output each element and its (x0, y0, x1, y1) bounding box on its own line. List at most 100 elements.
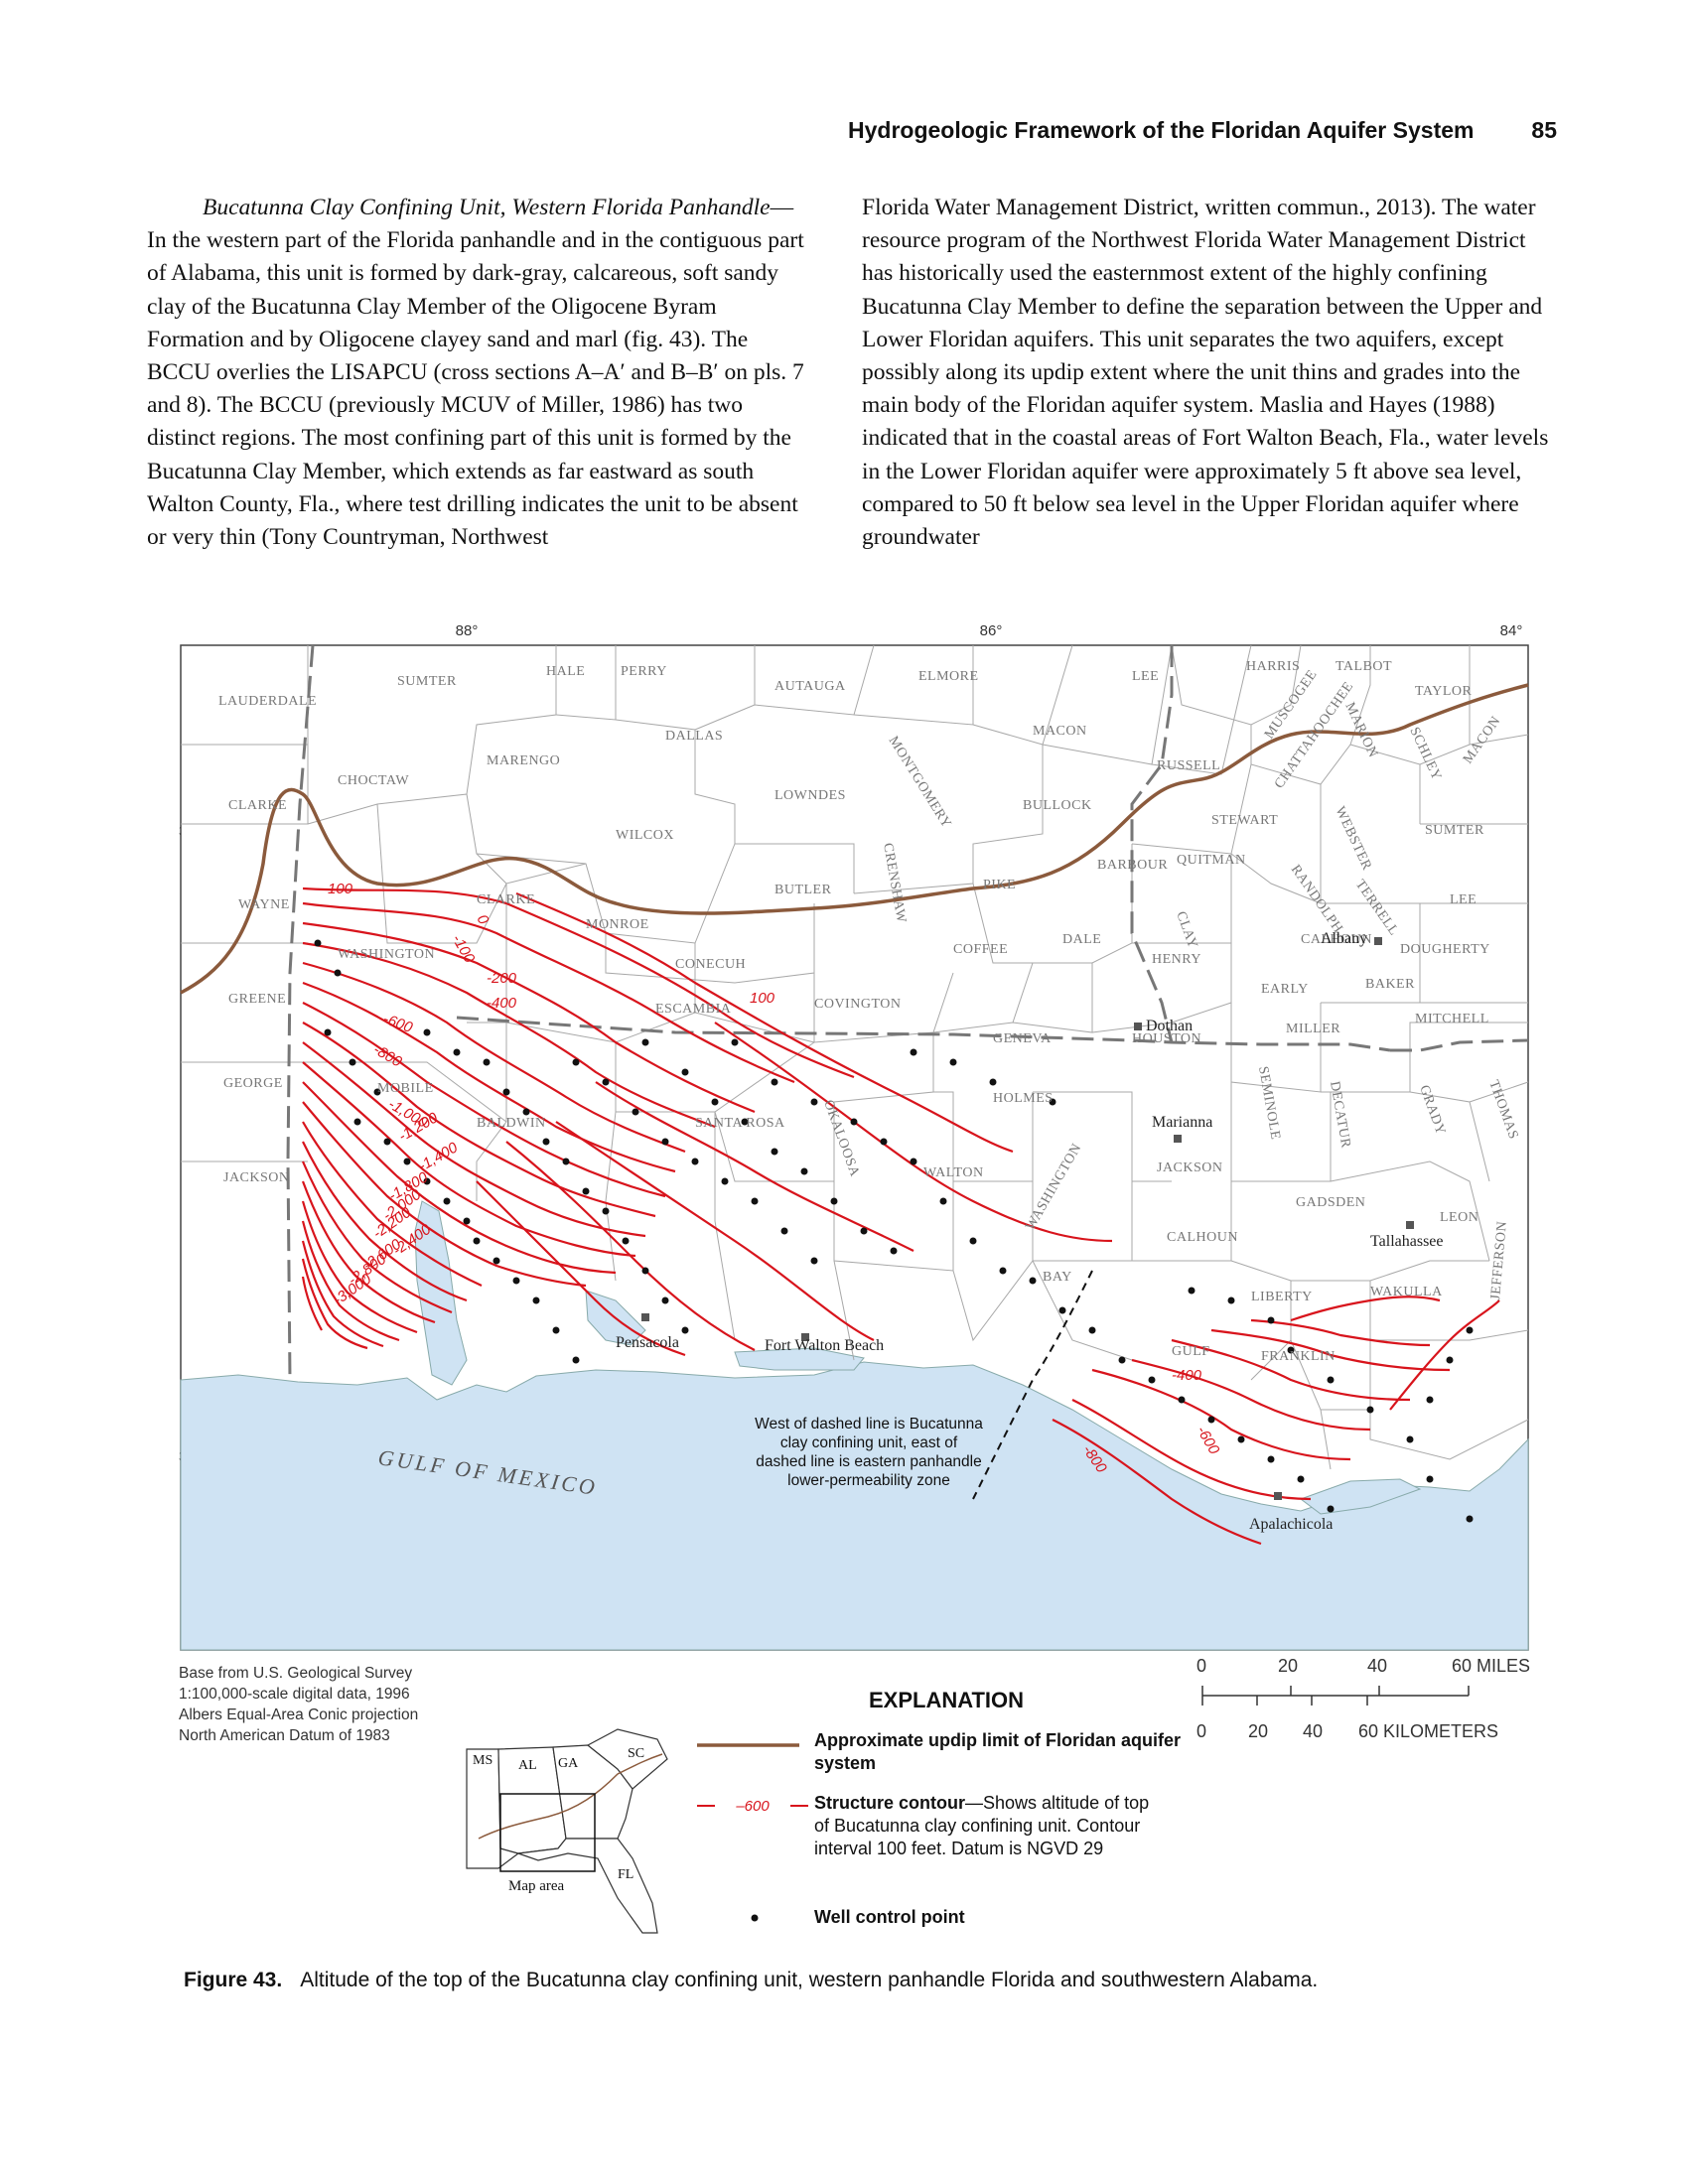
scale-km-label: 0 (1196, 1721, 1207, 1741)
county-label: HENRY (1152, 952, 1201, 967)
county-label: GULF (1172, 1344, 1210, 1359)
county-label: HOLMES (993, 1091, 1054, 1106)
base-note-line: 1:100,000-scale digital data, 1996 (179, 1686, 410, 1703)
inset-state-label: GA (558, 1756, 579, 1771)
county-label: MITCHELL (1415, 1012, 1489, 1026)
figure-caption: Figure 43. Altitude of the top of the Buc… (184, 1969, 1574, 1992)
city-label-albany: Albany (1321, 930, 1367, 947)
contour-description: —Shows altitude of top of Bucatunna clay… (814, 1793, 1150, 1858)
city-label-marianna: Marianna (1152, 1114, 1212, 1131)
county-label: SUMTER (1425, 823, 1484, 838)
county-label: GREENE (228, 992, 286, 1007)
county-label: CONECUH (675, 957, 746, 972)
well-point-symbol (751, 1914, 759, 1922)
county-label: BARBOUR (1097, 858, 1168, 873)
caption-text: Altitude of the top of the Bucatunna cla… (300, 1969, 1319, 1991)
county-label: BALDWIN (477, 1116, 546, 1131)
county-label: GENEVA (993, 1031, 1052, 1046)
county-label: GEORGE (223, 1076, 283, 1091)
well-control-points (314, 939, 1474, 1523)
apalachicola-bay (1299, 1478, 1422, 1515)
county-label: DOUGHERTY (1400, 942, 1490, 957)
structure-contours (301, 887, 1500, 1546)
county-label: MOBILE (377, 1081, 434, 1096)
county-label: MONROE (586, 917, 649, 932)
section-heading: Bucatunna Clay Confining Unit, Western F… (203, 195, 771, 220)
base-note-line: Albers Equal-Area Conic projection (179, 1706, 419, 1723)
county-label: FRANKLIN (1261, 1349, 1336, 1364)
county-label: STEWART (1211, 813, 1278, 828)
county-label: HARRIS (1246, 659, 1300, 674)
contour-label: -400 (1172, 1367, 1202, 1384)
mobile-bay (414, 1200, 468, 1386)
inset-map-area-box (499, 1793, 596, 1872)
county-label: TAYLOR (1415, 684, 1473, 699)
county-label: JACKSON (223, 1170, 290, 1185)
updip-label: Approximate updip limit of Floridan aqui… (814, 1730, 1182, 1773)
county-label: ELMORE (918, 669, 979, 684)
county-label: CLARKE (477, 892, 535, 907)
county-label: LIBERTY (1251, 1290, 1313, 1304)
gulf-water (180, 1361, 1529, 1651)
updip-limit-line (180, 683, 1529, 995)
county-label: WAYNE (238, 897, 290, 912)
contour-label: Structure contour (814, 1793, 966, 1813)
county-label: BUTLER (774, 883, 832, 897)
body-column-left: Bucatunna Clay Confining Unit, Western F… (147, 192, 807, 554)
scale-km-label: 40 (1303, 1721, 1324, 1741)
base-note-line: Base from U.S. Geological Survey (179, 1665, 413, 1682)
state-lines (286, 644, 1529, 1381)
county-label: LAUDERDALE (218, 694, 317, 709)
county-label: CALHOUN (1167, 1230, 1238, 1245)
county-label: MILLER (1286, 1022, 1340, 1036)
explanation-title: EXPLANATION (869, 1688, 1025, 1712)
county-label: MARENGO (487, 753, 560, 768)
contour-label: 100 (750, 990, 775, 1007)
county-label: PIKE (983, 878, 1016, 892)
city-labels: Albany Dothan Marianna Tallahassee Pensa… (616, 930, 1444, 1533)
county-label: COVINGTON (814, 997, 901, 1012)
county-label: BULLOCK (1023, 798, 1092, 813)
city-label-apalachicola: Apalachicola (1249, 1516, 1333, 1533)
county-label: LEE (1132, 669, 1159, 684)
page-number: 85 (1531, 117, 1557, 143)
running-header-title: Hydrogeologic Framework of the Floridan … (848, 117, 1475, 143)
county-label: TALBOT (1336, 659, 1392, 674)
county-label: ESCAMBIA (655, 1002, 732, 1017)
county-label: JEFFERSON (1488, 1220, 1510, 1300)
contour-label: 100 (328, 881, 353, 897)
lon-label-86: 86° (980, 622, 1003, 639)
inset-map: MS AL GA SC FL Map area (459, 1719, 677, 1943)
scale-mile-label: 40 (1367, 1656, 1388, 1676)
inset-state-label: FL (618, 1867, 633, 1882)
county-label: WASHINGTON (338, 947, 435, 962)
county-label: CHOCTAW (338, 773, 409, 788)
county-label: MACON (1033, 724, 1087, 739)
county-label: GADSDEN (1296, 1195, 1365, 1210)
choctawhatchee-bay (734, 1347, 865, 1371)
county-label: JACKSON (1157, 1160, 1223, 1175)
inset-state-label: MS (473, 1753, 492, 1768)
inset-state-label: AL (518, 1758, 537, 1773)
contour-label: -400 (487, 995, 517, 1012)
scale-km-label: 20 (1248, 1721, 1269, 1741)
county-label: WAKULLA (1370, 1285, 1443, 1299)
county-label: QUITMAN (1177, 853, 1246, 868)
figure-map: 88° 86° 84° 32° 30° (179, 615, 1539, 1658)
right-paragraph: Florida Water Management District, writt… (862, 195, 1549, 551)
scale-bar: 0 20 40 60 MILES 0 20 40 60 KILOMETERS (1187, 1656, 1554, 1765)
city-label-dothan: Dothan (1146, 1018, 1193, 1034)
county-label: CLARKE (228, 798, 287, 813)
inset-map-area-label: Map area (508, 1878, 565, 1894)
body-column-right: Florida Water Management District, writt… (862, 192, 1557, 554)
city-label-pensacola: Pensacola (616, 1334, 679, 1351)
county-label: BAY (1043, 1270, 1072, 1285)
explanation-well: Well control point (814, 1906, 1152, 1929)
city-label-tallahassee: Tallahassee (1370, 1233, 1444, 1250)
county-label: EARLY (1261, 982, 1309, 997)
county-label: AUTAUGA (774, 679, 846, 694)
well-label: Well control point (814, 1907, 965, 1927)
county-label: WALTON (923, 1165, 984, 1180)
left-paragraph: —In the western part of the Florida panh… (147, 195, 804, 551)
county-label: CALHOUN (1301, 932, 1372, 947)
